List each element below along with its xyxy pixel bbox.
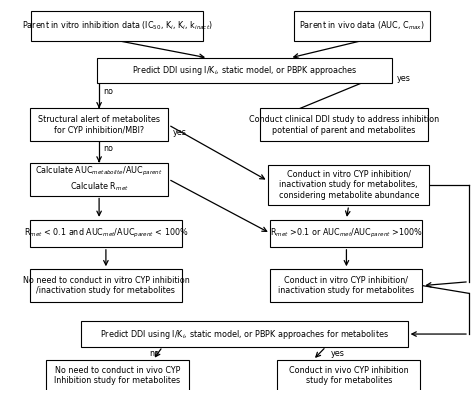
Text: yes: yes: [173, 128, 187, 137]
Text: Predict DDI using I/K$_i$, static model, or PBPK approaches: Predict DDI using I/K$_i$, static model,…: [132, 64, 357, 77]
Text: no: no: [104, 87, 114, 96]
Text: No need to conduct in vivo CYP
Inhibition study for metabolites: No need to conduct in vivo CYP Inhibitio…: [54, 366, 180, 385]
FancyBboxPatch shape: [30, 220, 182, 247]
FancyBboxPatch shape: [270, 220, 422, 247]
FancyBboxPatch shape: [270, 269, 422, 302]
FancyBboxPatch shape: [277, 360, 420, 391]
FancyBboxPatch shape: [30, 163, 168, 196]
Text: Predict DDI using I/K$_i$, static model, or PBPK approaches for metabolites: Predict DDI using I/K$_i$, static model,…: [100, 327, 389, 341]
FancyBboxPatch shape: [30, 108, 168, 141]
Text: Conduct clinical DDI study to address inhibition
potential of parent and metabol: Conduct clinical DDI study to address in…: [249, 115, 439, 134]
Text: yes: yes: [396, 74, 410, 83]
Text: R$_{met}$ < 0.1 and AUC$_{met}$/AUC$_{parent}$ < 100%: R$_{met}$ < 0.1 and AUC$_{met}$/AUC$_{pa…: [24, 227, 188, 240]
FancyBboxPatch shape: [294, 11, 430, 40]
FancyBboxPatch shape: [268, 165, 429, 205]
Text: no: no: [149, 349, 159, 358]
Text: Conduct in vitro CYP inhibition/
inactivation study for metabolites,
considering: Conduct in vitro CYP inhibition/ inactiv…: [279, 170, 419, 200]
FancyBboxPatch shape: [30, 269, 182, 302]
FancyBboxPatch shape: [46, 360, 189, 391]
Text: No need to conduct in vitro CYP inhibition
/inactivation study for metabolites: No need to conduct in vitro CYP inhibiti…: [23, 276, 189, 295]
FancyBboxPatch shape: [260, 108, 428, 141]
Text: Parent in vivo data (AUC, C$_{max}$): Parent in vivo data (AUC, C$_{max}$): [300, 20, 425, 32]
Text: Conduct in vitro CYP inhibition/
inactivation study for metabolites: Conduct in vitro CYP inhibition/ inactiv…: [278, 276, 414, 295]
FancyBboxPatch shape: [97, 58, 392, 83]
Text: Conduct in vivo CYP inhibition
study for metabolites: Conduct in vivo CYP inhibition study for…: [289, 366, 409, 385]
Text: Structural alert of metabolites
for CYP inhibition/MBI?: Structural alert of metabolites for CYP …: [38, 115, 160, 134]
Text: Parent in vitro inhibition data (IC$_{50}$, K$_i$, K$_i$, k$_{inact}$): Parent in vitro inhibition data (IC$_{50…: [22, 20, 213, 32]
Text: yes: yes: [330, 349, 345, 358]
Text: R$_{met}$ >0.1 or AUC$_{met}$/AUC$_{parent}$ >100%: R$_{met}$ >0.1 or AUC$_{met}$/AUC$_{pare…: [270, 227, 423, 240]
Text: Calculate AUC$_{metabolite}$/AUC$_{parent}$
Calculate R$_{met}$: Calculate AUC$_{metabolite}$/AUC$_{paren…: [35, 165, 163, 193]
FancyBboxPatch shape: [31, 11, 203, 40]
FancyBboxPatch shape: [81, 321, 408, 347]
Text: no: no: [104, 143, 114, 152]
